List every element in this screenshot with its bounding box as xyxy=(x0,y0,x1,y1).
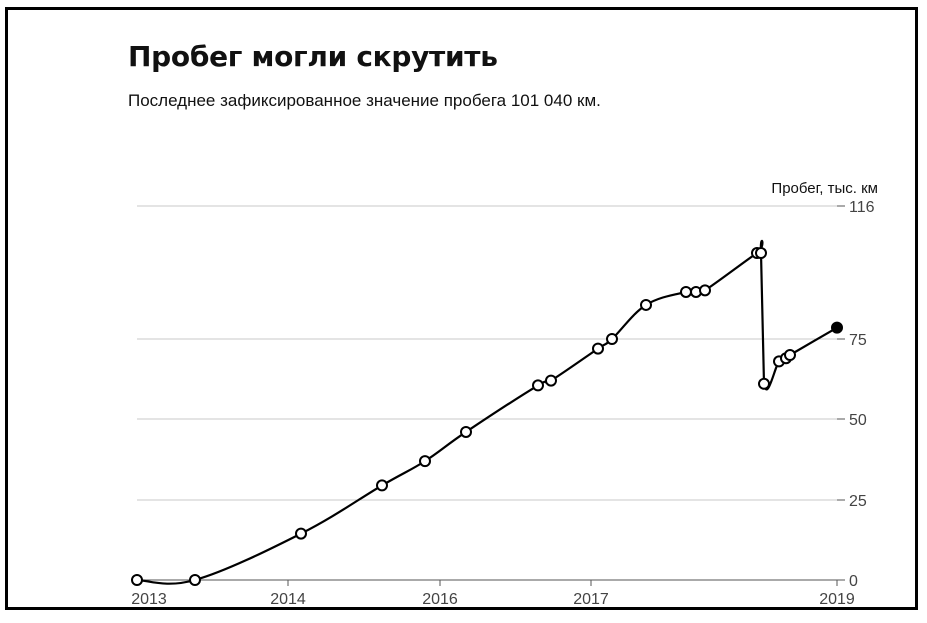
data-point xyxy=(680,285,692,298)
y-axis-label: Пробег, тыс. км xyxy=(771,180,878,197)
data-point xyxy=(532,379,544,392)
x-tick-label: 2016 xyxy=(422,591,458,608)
chart-frame xyxy=(5,7,918,610)
grid-lines xyxy=(137,205,837,501)
data-point xyxy=(755,247,767,260)
data-point xyxy=(460,425,472,438)
x-axis: 2013 2014 2016 2017 2019 xyxy=(131,579,855,608)
chart-subtitle: Последнее зафиксированное значение пробе… xyxy=(128,91,601,110)
y-tick-label: 50 xyxy=(849,412,867,429)
x-tick-label: 2013 xyxy=(131,591,167,608)
data-point xyxy=(376,479,388,492)
y-tick-label: 25 xyxy=(849,493,867,510)
data-point xyxy=(545,374,557,387)
data-point xyxy=(592,342,604,355)
data-point xyxy=(295,527,307,540)
chart-title: Пробег могли скрутить xyxy=(128,40,498,73)
data-point xyxy=(606,333,618,345)
data-point xyxy=(784,349,796,361)
x-tick-label: 2014 xyxy=(270,591,306,608)
data-point xyxy=(699,284,711,297)
data-points xyxy=(131,247,843,586)
y-tick-label: 0 xyxy=(849,573,858,590)
data-point xyxy=(419,455,431,468)
data-point-last xyxy=(831,321,843,334)
data-point xyxy=(640,298,652,311)
x-tick-label: 2019 xyxy=(819,591,855,608)
data-point xyxy=(131,574,143,586)
series-line xyxy=(136,239,838,585)
data-point xyxy=(189,574,201,586)
y-tick-label: 116 xyxy=(849,199,875,216)
x-tick-label: 2017 xyxy=(573,591,609,608)
data-point xyxy=(758,377,770,390)
y-tick-label: 75 xyxy=(849,332,867,349)
y-axis-ticks: 0 25 50 75 116 xyxy=(837,199,875,590)
